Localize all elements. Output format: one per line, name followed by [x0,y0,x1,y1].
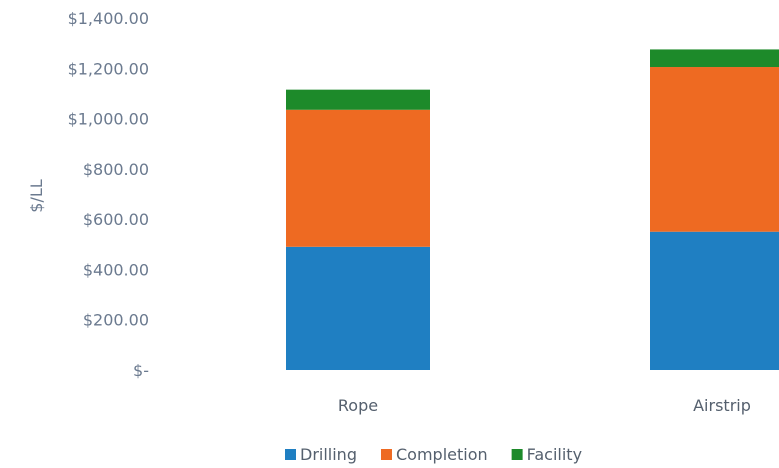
y-tick-label: $200.00 [83,311,149,330]
y-tick-label: $- [133,361,149,380]
bar-facility-rope [286,89,430,110]
legend-label-completion: Completion [396,445,488,464]
y-tick-label: $800.00 [83,160,149,179]
bar-drilling-airstrip [650,231,779,370]
bar-completion-airstrip [650,67,779,232]
x-axis-categories: Rope Airstrip [338,396,751,415]
legend-swatch-completion [380,449,392,460]
x-category-label: Airstrip [693,396,751,415]
y-tick-label: $400.00 [83,260,149,279]
bars [286,49,779,370]
y-axis-label: $/LL [27,179,46,212]
bar-facility-airstrip [650,49,779,68]
y-tick-label: $600.00 [83,210,149,229]
bar-drilling-rope [286,246,430,370]
bar-completion-rope [286,109,430,247]
y-tick-label: $1,000.00 [68,110,149,129]
legend: Drilling Completion Facility [285,445,582,464]
legend-label-facility: Facility [527,445,582,464]
y-axis-ticks: $- $200.00 $400.00 $600.00 $800.00 $1,000.00 $… [68,9,149,380]
legend-label-drilling: Drilling [300,445,357,464]
legend-swatch-facility [511,449,523,460]
y-tick-label: $1,200.00 [68,59,149,78]
y-tick-label: $1,400.00 [68,9,149,28]
legend-swatch-drilling [285,449,296,460]
x-category-label: Rope [338,396,378,415]
